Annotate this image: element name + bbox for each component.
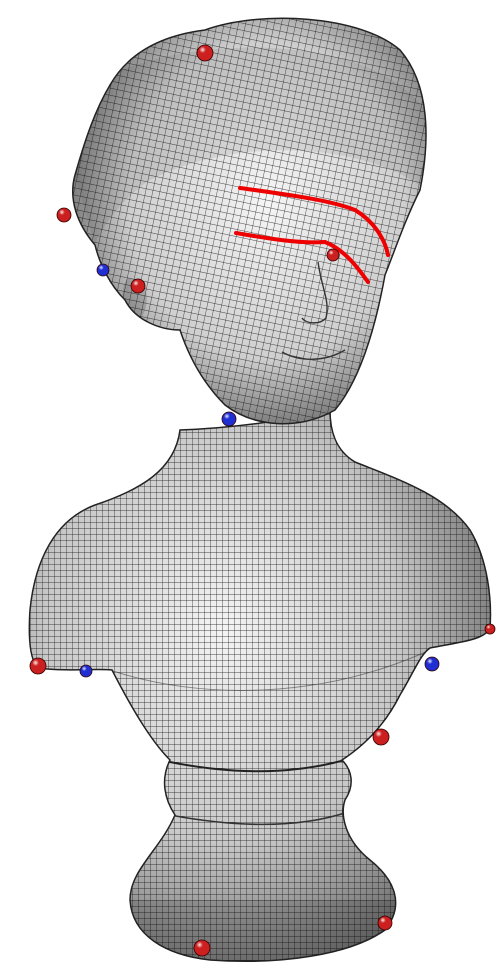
red-singularity-marker (193, 939, 211, 957)
red-singularity-marker (326, 248, 340, 262)
blue-singularity-marker (221, 411, 237, 427)
red-singularity-marker (29, 657, 47, 675)
red-singularity-marker (377, 915, 393, 931)
blue-singularity-marker (96, 263, 110, 277)
red-singularity-marker (372, 728, 390, 746)
singularity-markers (29, 44, 496, 957)
red-singularity-marker (56, 207, 72, 223)
red-singularity-marker (130, 278, 146, 294)
red-singularity-marker (484, 623, 496, 635)
feature-curves (234, 186, 390, 284)
blue-singularity-marker (424, 656, 440, 672)
blue-singularity-marker (79, 664, 93, 678)
red-singularity-marker (196, 44, 214, 62)
upper-brow-curve (238, 186, 390, 257)
bust-body-mesh (28, 409, 492, 962)
lower-brow-curve (234, 231, 370, 284)
bust-head-mesh (71, 17, 427, 425)
